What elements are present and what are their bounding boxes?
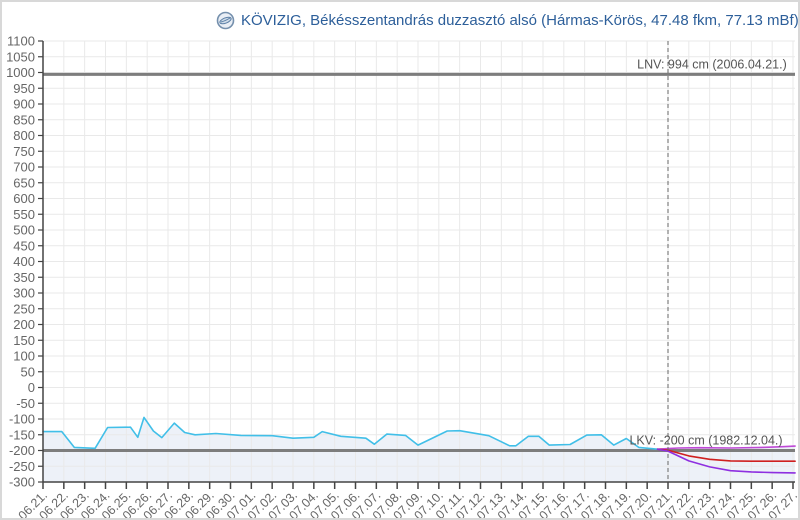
y-tick-label: 850 [13, 112, 35, 127]
y-tick-label: 550 [13, 207, 35, 222]
y-tick-label: -300 [9, 475, 35, 490]
forecast-lower-line [656, 448, 796, 474]
y-tick-label: 50 [21, 364, 35, 379]
y-tick-label: -200 [9, 443, 35, 458]
chart-header: KÖVIZIG, Békésszentandrás duzzasztó alsó… [216, 11, 799, 30]
y-tick-label: 0 [28, 380, 35, 395]
y-tick-label: 500 [13, 223, 35, 238]
y-tick-label: 350 [13, 270, 35, 285]
y-tick-label: 650 [13, 175, 35, 190]
y-tick-label: 1000 [6, 65, 35, 80]
y-tick-label: -150 [9, 427, 35, 442]
forecast-upper-line [656, 445, 796, 451]
y-tick-label: 100 [13, 349, 35, 364]
y-tick-label: 400 [13, 254, 35, 269]
y-tick-label: -250 [9, 459, 35, 474]
y-tick-label: 900 [13, 97, 35, 112]
y-tick-label: 250 [13, 301, 35, 316]
y-tick-label: 150 [13, 333, 35, 348]
observed-water-level-line [42, 416, 659, 451]
y-tick-label: 750 [13, 144, 35, 159]
y-tick-label: 600 [13, 191, 35, 206]
reference-label-lkv: LKV: -200 cm (1982.12.04.) [629, 434, 782, 448]
y-tick-label: 450 [13, 238, 35, 253]
reference-label-lnv: LNV: 994 cm (2006.04.21.) [637, 57, 787, 71]
y-tick-label: 800 [13, 128, 35, 143]
y-tick-label: 300 [13, 286, 35, 301]
y-tick-label: 1100 [7, 34, 35, 49]
y-tick-label: 950 [13, 81, 35, 96]
y-tick-label: 1050 [6, 49, 35, 64]
y-tick-label: 700 [13, 160, 35, 175]
y-tick-label: -50 [16, 396, 35, 411]
y-tick-label: -100 [9, 412, 35, 427]
y-tick-label: 200 [13, 317, 35, 332]
kovizig-logo-icon [216, 11, 235, 30]
chart-title: KÖVIZIG, Békésszentandrás duzzasztó alsó… [241, 12, 799, 29]
